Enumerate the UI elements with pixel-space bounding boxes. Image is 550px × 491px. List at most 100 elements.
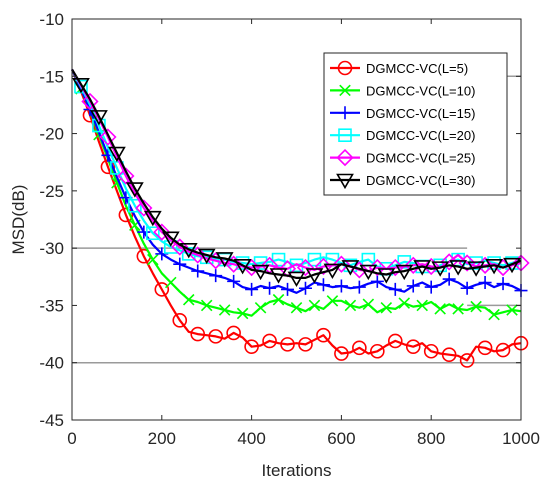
series-point	[370, 343, 385, 359]
series-point	[478, 276, 492, 290]
series-point	[380, 301, 393, 314]
series-point	[272, 293, 285, 306]
series-point	[459, 353, 475, 368]
y-tick-label: -30	[39, 239, 64, 258]
series-point	[442, 272, 456, 286]
series-point	[495, 342, 511, 358]
series-point	[137, 225, 151, 239]
series-point	[341, 260, 360, 276]
series-point	[99, 128, 117, 146]
series-point	[506, 304, 518, 316]
y-tick-label: -35	[39, 296, 64, 315]
series-point	[263, 281, 277, 295]
series-point	[316, 327, 331, 343]
series-point	[191, 264, 205, 278]
series-point	[398, 297, 411, 309]
series-point	[344, 299, 357, 312]
x-tick-label: 600	[327, 429, 355, 448]
series-point	[182, 293, 195, 306]
y-axis-title: MSD(dB)	[9, 185, 28, 255]
series-point	[485, 259, 503, 275]
series-point	[296, 258, 315, 277]
series-6	[71, 68, 522, 288]
series-point	[143, 210, 162, 227]
legend-marker	[336, 148, 354, 167]
legend-items: DGMCC-VC(L=5) DGMCC-VC(L=10) DGMCC-VC(L=15…	[330, 60, 475, 190]
series-point	[147, 253, 159, 266]
series-point	[424, 280, 438, 294]
series-point	[269, 268, 288, 284]
series-point	[323, 263, 342, 280]
series-point	[135, 199, 153, 217]
series-point	[271, 252, 286, 267]
series-point	[161, 231, 180, 247]
series-point	[155, 247, 169, 261]
series-point	[422, 257, 440, 276]
series-point	[233, 259, 252, 275]
series-point	[189, 246, 207, 264]
series-point	[352, 280, 366, 294]
series-point	[405, 339, 421, 354]
series-point	[326, 295, 339, 307]
legend-label: DGMCC-VC(L=25)	[366, 151, 475, 166]
series-point	[227, 274, 241, 288]
legend-item: DGMCC-VC(L=5)	[330, 60, 468, 76]
series-point	[173, 257, 187, 271]
legend-item: DGMCC-VC(L=10)	[330, 83, 475, 98]
series-point	[290, 301, 303, 314]
y-tick-label: -10	[39, 10, 64, 29]
legend-label: DGMCC-VC(L=15)	[366, 106, 475, 121]
series-point	[287, 271, 306, 288]
x-tick-label: 800	[417, 429, 445, 448]
series-point	[387, 333, 403, 349]
series-point	[440, 253, 458, 271]
series-point	[477, 340, 493, 356]
legend-item: DGMCC-VC(L=25)	[330, 148, 475, 167]
series-point	[81, 92, 99, 111]
y-tick-label: -20	[39, 125, 64, 144]
series-point	[404, 256, 422, 274]
series-point	[208, 329, 223, 344]
series-point	[125, 182, 144, 198]
series-point	[209, 269, 223, 283]
series-point	[449, 260, 468, 276]
series-point	[197, 248, 216, 265]
series-point	[165, 276, 177, 289]
legend: DGMCC-VC(L=5) DGMCC-VC(L=10) DGMCC-VC(L=15…	[323, 52, 508, 196]
series-point	[298, 337, 313, 352]
x-tick-label: 1000	[502, 429, 540, 448]
series-point	[215, 252, 234, 268]
series-point	[262, 333, 277, 349]
series-point	[298, 281, 312, 295]
series-point	[308, 299, 321, 312]
series-point	[307, 252, 322, 267]
legend-box	[323, 52, 508, 196]
series-point	[413, 260, 432, 276]
series-point	[117, 167, 135, 185]
series-point	[359, 264, 378, 281]
x-tick-label: 400	[237, 429, 265, 448]
series-point	[441, 347, 457, 362]
series-point	[431, 261, 450, 277]
series-point	[128, 198, 142, 213]
series-point	[452, 303, 464, 315]
legend-marker	[337, 60, 353, 76]
series-point	[467, 261, 485, 277]
series-point	[172, 313, 188, 328]
series-point	[334, 279, 348, 293]
legend-item: DGMCC-VC(L=30)	[330, 173, 475, 190]
series-point	[108, 146, 126, 163]
y-tick-label: -40	[39, 354, 64, 373]
series-point	[118, 207, 134, 223]
x-tick-label: 0	[67, 429, 76, 448]
legend-label: DGMCC-VC(L=5)	[366, 61, 468, 76]
series-point	[503, 257, 521, 274]
series-point	[488, 308, 500, 321]
series-point	[281, 282, 295, 296]
series-point	[388, 282, 402, 296]
series-point	[245, 282, 259, 296]
x-tick-label: 200	[148, 429, 176, 448]
series-point	[370, 274, 384, 288]
x-axis-title: Iterations	[262, 461, 332, 480]
axes-box	[71, 18, 522, 421]
